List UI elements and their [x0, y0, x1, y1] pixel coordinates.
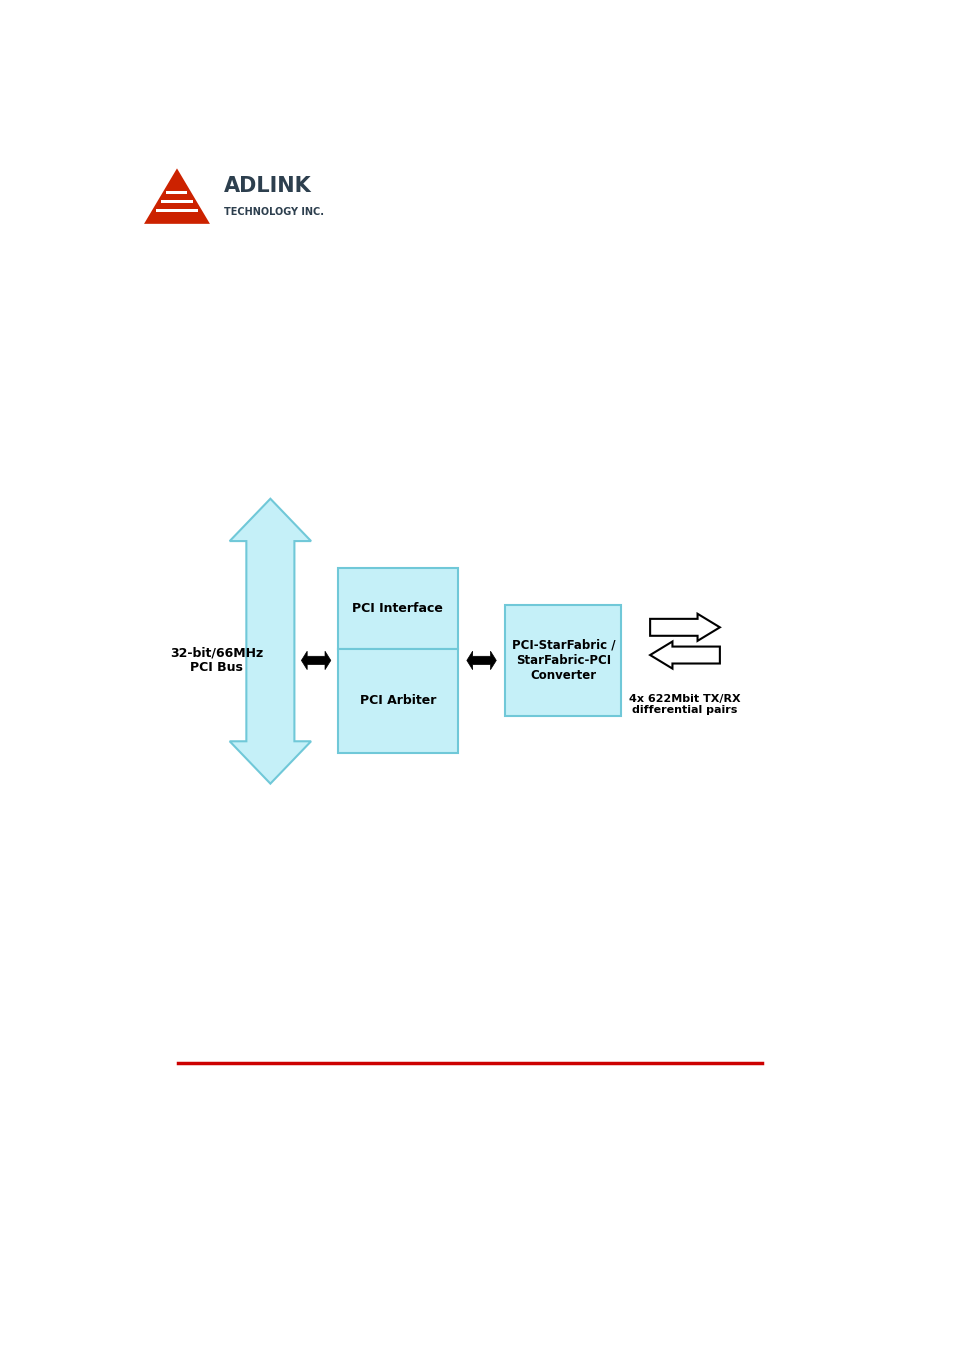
Text: 4x 622Mbit TX/RX
differential pairs: 4x 622Mbit TX/RX differential pairs	[629, 694, 740, 715]
Bar	[337, 649, 457, 753]
Polygon shape	[649, 641, 720, 669]
Polygon shape	[649, 614, 720, 641]
Polygon shape	[301, 652, 331, 669]
Text: ADLINK: ADLINK	[224, 176, 312, 196]
Polygon shape	[167, 191, 188, 193]
Text: TECHNOLOGY INC.: TECHNOLOGY INC.	[224, 207, 323, 216]
Polygon shape	[155, 208, 198, 212]
Polygon shape	[144, 169, 210, 224]
Polygon shape	[466, 652, 496, 669]
Polygon shape	[161, 200, 193, 203]
Text: PCI-StarFabric /
StarFabric-PCI
Converter: PCI-StarFabric / StarFabric-PCI Converte…	[511, 639, 615, 681]
Bar	[337, 568, 457, 649]
Bar	[505, 604, 620, 715]
Text: 32-bit/66MHz
PCI Bus: 32-bit/66MHz PCI Bus	[170, 646, 263, 675]
Text: PCI Interface: PCI Interface	[352, 602, 443, 615]
Polygon shape	[230, 499, 311, 784]
Text: PCI Arbiter: PCI Arbiter	[359, 695, 436, 707]
